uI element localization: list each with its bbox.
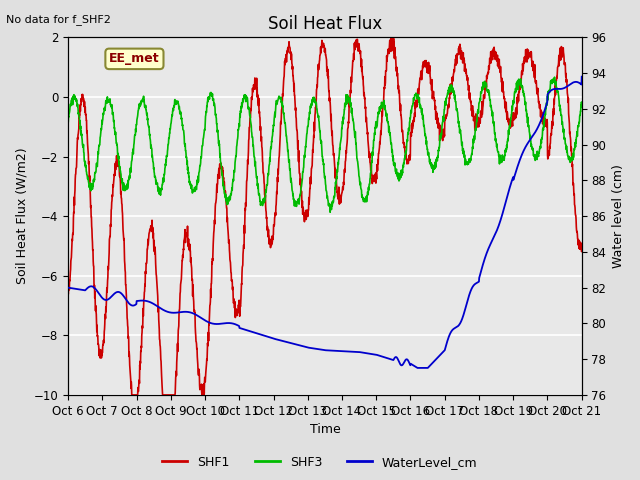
Text: No data for f_SHF2: No data for f_SHF2 <box>6 14 111 25</box>
Y-axis label: Water level (cm): Water level (cm) <box>612 164 625 268</box>
Legend: SHF1, SHF3, WaterLevel_cm: SHF1, SHF3, WaterLevel_cm <box>157 451 483 474</box>
Text: EE_met: EE_met <box>109 52 160 65</box>
Y-axis label: Soil Heat Flux (W/m2): Soil Heat Flux (W/m2) <box>15 148 28 285</box>
X-axis label: Time: Time <box>310 423 340 436</box>
Title: Soil Heat Flux: Soil Heat Flux <box>268 15 382 33</box>
